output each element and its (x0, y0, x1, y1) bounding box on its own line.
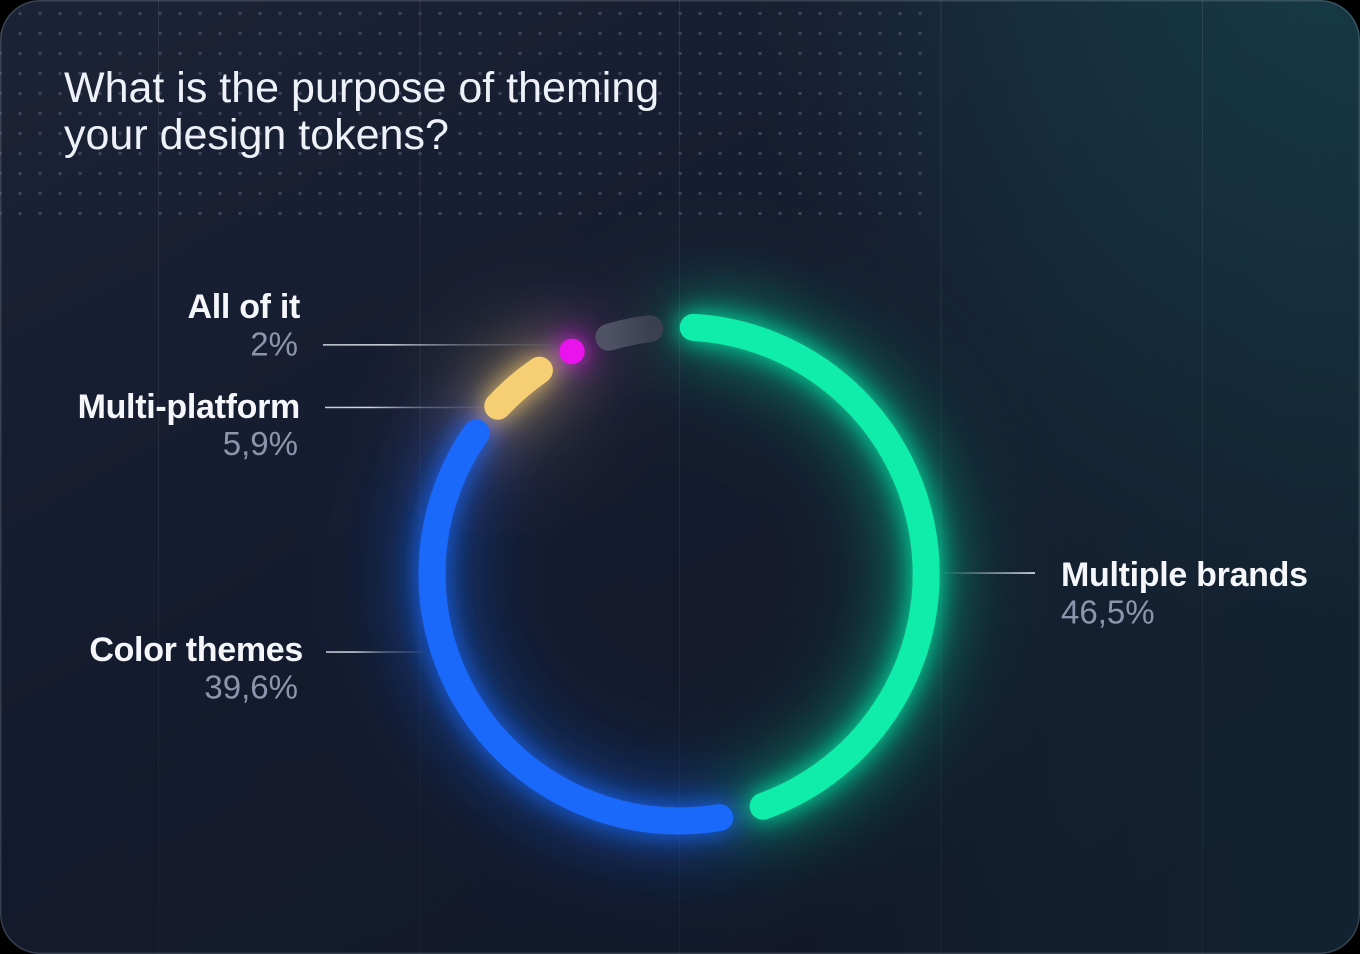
svg-text:5,9%: 5,9% (223, 425, 298, 462)
svg-text:What is the purpose of theming: What is the purpose of theming (64, 64, 659, 112)
svg-text:your design tokens?: your design tokens? (64, 111, 449, 159)
svg-text:39,6%: 39,6% (204, 669, 298, 706)
svg-text:All of it: All of it (188, 288, 301, 326)
svg-text:46,5%: 46,5% (1061, 594, 1155, 631)
svg-text:Multiple brands: Multiple brands (1061, 556, 1308, 594)
svg-text:Color themes: Color themes (89, 631, 303, 669)
svg-text:Multi-platform: Multi-platform (78, 388, 300, 426)
svg-text:2%: 2% (250, 326, 298, 363)
